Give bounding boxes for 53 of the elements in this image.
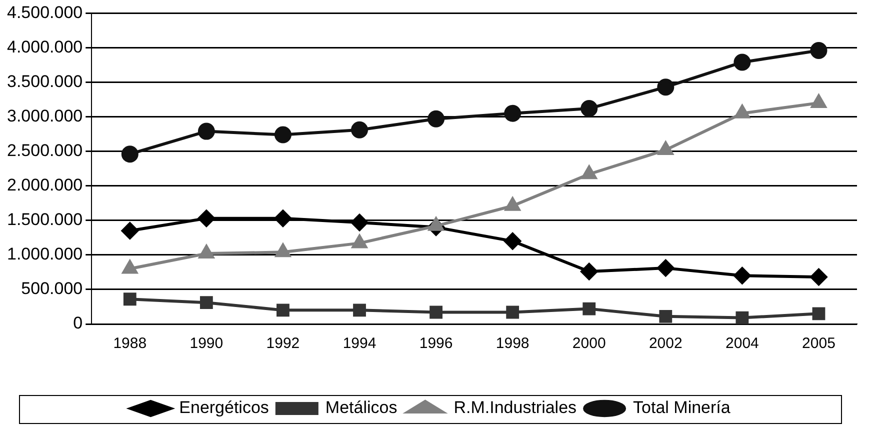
point: [504, 104, 522, 122]
y-tick-label: 2.500.000: [6, 141, 83, 160]
point: [200, 296, 213, 310]
point: [812, 307, 826, 320]
point: [274, 126, 292, 144]
y-tick-label: 4.000.000: [6, 37, 83, 56]
point: [506, 306, 520, 319]
point: [734, 54, 751, 71]
y-tick-label: 4.500.000: [6, 2, 83, 22]
point: [582, 302, 596, 316]
point: [121, 146, 138, 163]
point: [580, 100, 598, 118]
x-tick-label: 1994: [342, 335, 376, 352]
y-tick-label: 0: [73, 314, 83, 333]
legend-label: Total Minería: [633, 398, 731, 418]
point: [353, 304, 366, 317]
x-tick-label: 2002: [648, 335, 682, 352]
point: [351, 121, 368, 138]
point: [659, 310, 672, 323]
y-tick-label: 3.500.000: [6, 72, 83, 91]
point: [736, 311, 749, 324]
y-tick-label: 1.500.000: [6, 210, 83, 230]
x-tick-label: 1990: [190, 335, 224, 352]
y-tick-label: 3.000.000: [6, 106, 83, 126]
x-tick-label: 1998: [496, 335, 530, 352]
point: [276, 304, 290, 317]
x-tick-label: 1992: [266, 335, 300, 352]
point: [734, 267, 751, 284]
point: [198, 122, 215, 140]
x-tick-label: 1988: [113, 335, 147, 352]
x-tick-label: 2000: [572, 335, 606, 352]
point: [810, 268, 828, 286]
point: [123, 292, 136, 306]
point: [198, 210, 215, 227]
x-tick-label: 1996: [419, 335, 453, 352]
point: [810, 42, 828, 59]
point: [430, 306, 442, 319]
x-tick-label: 2005: [802, 335, 836, 352]
legend-label: Energéticos: [179, 398, 269, 418]
y-tick-label: 500.000: [21, 279, 83, 298]
x-tick-label: 2004: [726, 335, 759, 352]
legend-label: R.M.Industriales: [454, 398, 577, 418]
point: [274, 210, 292, 227]
point: [121, 222, 138, 240]
y-tick-label: 2.000.000: [6, 176, 83, 195]
point: [657, 78, 674, 96]
point: [504, 232, 522, 250]
point: [657, 260, 674, 277]
legend-label: Metálicos: [325, 398, 398, 418]
point: [580, 263, 598, 280]
point: [428, 110, 445, 128]
point: [351, 214, 368, 231]
y-tick-label: 1.000.000: [6, 244, 83, 264]
